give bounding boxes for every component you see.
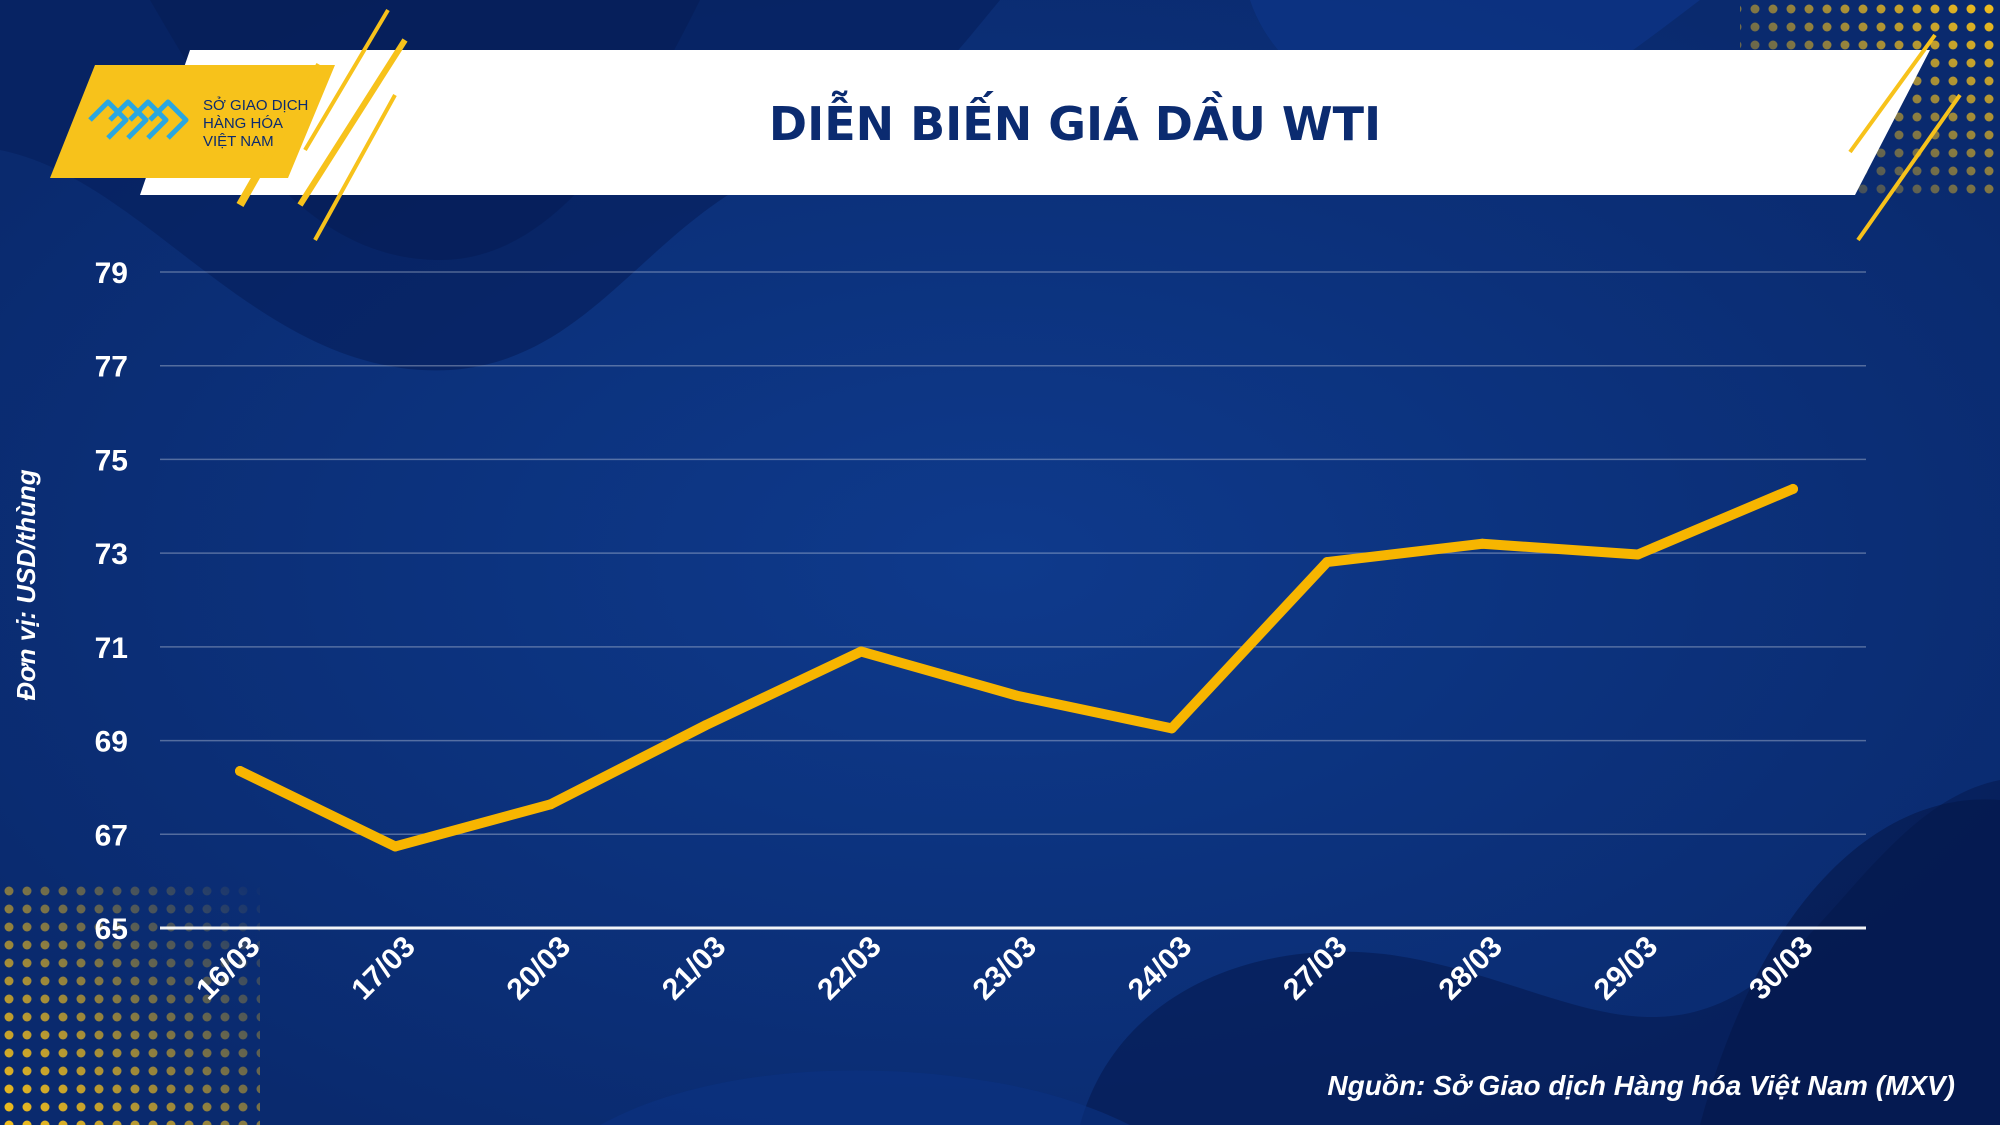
data-point	[235, 766, 245, 777]
x-tick-label: 30/03	[1743, 930, 1819, 1006]
data-point	[545, 799, 556, 810]
accent-stripe	[1856, 93, 1962, 242]
accent-stripe	[1848, 33, 1937, 154]
grid-lines	[160, 271, 1866, 930]
x-tick-label: 27/03	[1277, 930, 1353, 1006]
y-axis-tick-labels: 65 67 69 71 73 75 77 79	[95, 257, 128, 946]
data-point	[390, 841, 401, 852]
data-point	[856, 646, 867, 657]
page-title: DIỄN BIẾN GIÁ DẦU WTI	[769, 90, 1381, 151]
wti-price-line	[235, 483, 1798, 852]
title-banner-shape	[140, 50, 1930, 195]
data-point	[1011, 690, 1022, 701]
y-tick-label: 65	[95, 913, 128, 946]
x-tick-label: 22/03	[811, 930, 887, 1006]
data-point	[1166, 723, 1177, 734]
accent-stripe	[303, 8, 390, 152]
y-tick-label: 71	[95, 632, 128, 665]
accent-stripe	[313, 94, 397, 241]
y-tick-label: 67	[95, 819, 128, 852]
accent-stripe	[236, 63, 324, 207]
series-layer	[235, 483, 1798, 852]
x-axis-tick-labels: 16/03 17/03 20/03 21/03 22/03 23/03 24/03 27/03…	[190, 930, 1819, 1006]
mxv-logo-icon	[88, 99, 189, 140]
x-tick-label: 20/03	[501, 930, 577, 1006]
data-point	[1477, 538, 1488, 549]
y-tick-label: 79	[95, 257, 128, 290]
y-tick-label: 69	[95, 726, 128, 759]
y-tick-label: 77	[95, 351, 128, 384]
header-banner: SỞ GIAO DỊCH HÀNG HÓA VIỆT NAM DIỄN BIẾN…	[50, 8, 1962, 242]
logo-text-line-3: VIỆT NAM	[203, 133, 274, 150]
logo-text-line-1: SỞ GIAO DỊCH	[203, 96, 308, 114]
data-point	[1322, 557, 1333, 568]
x-tick-label: 28/03	[1432, 930, 1508, 1006]
data-point	[1632, 549, 1643, 560]
x-tick-label: 16/03	[190, 930, 266, 1006]
accent-stripe	[297, 38, 408, 207]
logo-text-line-2: HÀNG HÓA	[203, 115, 283, 132]
y-tick-label: 75	[95, 444, 128, 477]
x-tick-label: 21/03	[656, 930, 732, 1006]
y-tick-label: 73	[95, 538, 128, 571]
source-note: Nguồn: Sở Giao dịch Hàng hóa Việt Nam (M…	[1327, 1070, 1955, 1101]
y-axis-label: Đơn vị: USD/thùng	[11, 469, 41, 700]
x-tick-label: 29/03	[1588, 930, 1664, 1006]
data-point	[1788, 483, 1798, 494]
x-tick-label: 23/03	[967, 930, 1043, 1006]
x-tick-label: 17/03	[345, 930, 421, 1006]
logo-plate	[50, 65, 335, 178]
data-point	[700, 720, 711, 731]
x-tick-label: 24/03	[1122, 930, 1198, 1006]
